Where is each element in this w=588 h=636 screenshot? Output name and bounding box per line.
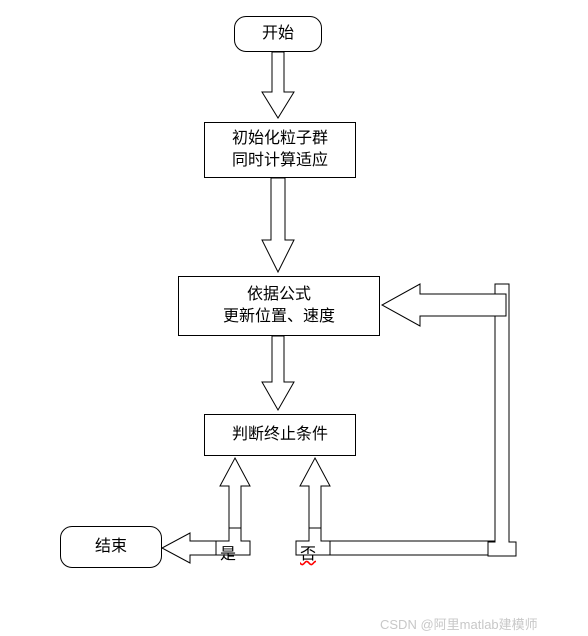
arrow-loop-into-update xyxy=(380,284,508,326)
node-end: 结束 xyxy=(60,526,162,568)
watermark-text: CSDN @阿里matlab建模师 xyxy=(380,617,538,632)
node-start: 开始 xyxy=(234,16,322,52)
node-init-label: 初始化粒子群 同时计算适应 xyxy=(232,128,328,173)
node-start-label: 开始 xyxy=(262,23,294,45)
label-yes-text: 是 xyxy=(220,546,236,563)
node-judge-label: 判断终止条件 xyxy=(232,424,328,446)
watermark: CSDN @阿里matlab建模师 xyxy=(380,614,538,633)
split-hub xyxy=(160,528,540,568)
arrow-start-to-init xyxy=(262,52,294,120)
arrow-split-up-right xyxy=(300,456,330,530)
arrow-split-up-left xyxy=(220,456,250,530)
node-judge: 判断终止条件 xyxy=(204,414,356,456)
node-init: 初始化粒子群 同时计算适应 xyxy=(204,122,356,178)
arrow-update-to-judge xyxy=(262,336,294,412)
node-end-label: 结束 xyxy=(95,536,127,558)
label-yes: 是 xyxy=(220,540,236,564)
label-no: 否 xyxy=(300,540,316,564)
node-update-label: 依据公式 更新位置、速度 xyxy=(223,284,335,329)
arrow-init-to-update xyxy=(262,178,294,274)
label-no-text: 否 xyxy=(300,546,316,563)
node-update: 依据公式 更新位置、速度 xyxy=(178,276,380,336)
